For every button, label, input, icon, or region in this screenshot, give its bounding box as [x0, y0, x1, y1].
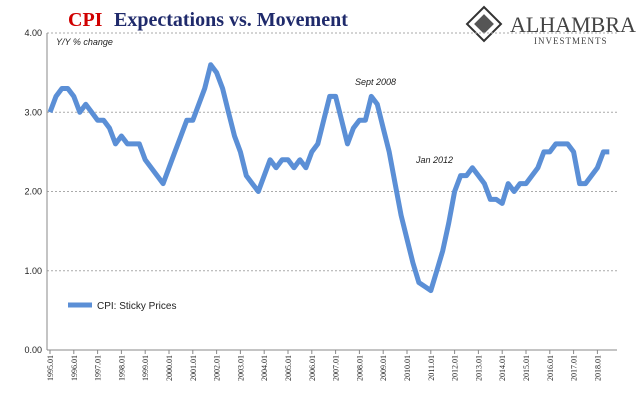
x-tick-label: 2004.01 — [260, 355, 269, 381]
x-tick-label: 2017.01 — [570, 355, 579, 381]
annotation: Sept 2008 — [355, 77, 396, 87]
x-tick-label: 2013.01 — [474, 355, 483, 381]
logo-tagline: INVESTMENTS — [534, 36, 608, 46]
x-tick-label: 2005.01 — [284, 355, 293, 381]
x-tick-label: 2007.01 — [332, 355, 341, 381]
x-tick-label: 2008.01 — [355, 355, 364, 381]
legend-label: CPI: Sticky Prices — [97, 301, 176, 312]
x-tick-label: 2016.01 — [546, 355, 555, 381]
x-tick-label: 1995.01 — [46, 355, 55, 381]
logo-icon — [465, 5, 503, 43]
y-tick-label: 4.00 — [24, 28, 42, 38]
x-tick-label: 1998.01 — [117, 355, 126, 381]
x-tick-label: 2014.01 — [498, 355, 507, 381]
x-tick-label: 2015.01 — [522, 355, 531, 381]
subtitle: Y/Y % change — [56, 37, 113, 47]
x-tick-label: 1997.01 — [94, 355, 103, 381]
x-tick-label: 2018.01 — [593, 355, 602, 381]
x-tick-label: 2010.01 — [403, 355, 412, 381]
x-tick-label: 2012.01 — [451, 355, 460, 381]
chart-title: Expectations vs. Movement — [114, 9, 348, 31]
y-tick-label: 1.00 — [24, 266, 42, 276]
x-tick-label: 2011.01 — [427, 355, 436, 381]
data-line — [47, 62, 610, 294]
chart-title-highlight: CPI — [68, 9, 103, 31]
x-tick-label: 1999.01 — [141, 355, 150, 381]
annotation: Jan 2012 — [415, 155, 453, 165]
x-tick-label: 2001.01 — [189, 355, 198, 381]
y-tick-label: 3.00 — [24, 107, 42, 117]
x-tick-label: 2000.01 — [165, 355, 174, 381]
y-tick-label: 0.00 — [24, 345, 42, 355]
x-tick-label: 2003.01 — [236, 355, 245, 381]
x-tick-label: 2002.01 — [213, 355, 222, 381]
x-tick-label: 2009.01 — [379, 355, 388, 381]
x-tick-label: 2006.01 — [308, 355, 317, 381]
x-tick-label: 1996.01 — [70, 355, 79, 381]
y-tick-label: 2.00 — [24, 187, 42, 197]
